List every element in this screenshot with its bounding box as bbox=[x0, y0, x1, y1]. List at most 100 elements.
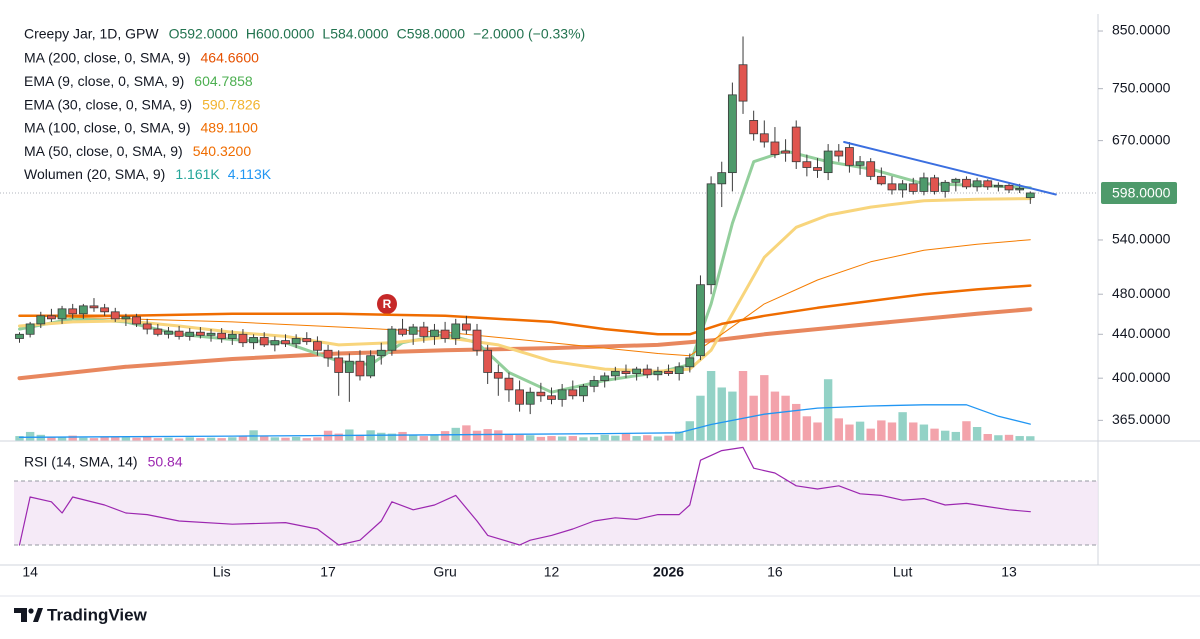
volume-bar bbox=[419, 436, 429, 441]
moving-average-line bbox=[18, 284, 1032, 336]
candle-body bbox=[717, 172, 727, 185]
legend-name: MA (50, close, 0, SMA, 9) bbox=[24, 143, 183, 159]
volume-bar bbox=[494, 430, 503, 441]
volume-bar bbox=[674, 431, 684, 441]
candle-body bbox=[845, 147, 854, 166]
candle-body bbox=[68, 308, 78, 315]
candle-body bbox=[78, 305, 88, 315]
candle-body bbox=[898, 183, 908, 191]
volume-bar bbox=[260, 436, 269, 441]
candle-body bbox=[674, 366, 684, 374]
volume-bar bbox=[760, 375, 769, 441]
candle-body bbox=[57, 308, 67, 320]
moving-average-line bbox=[18, 197, 1032, 373]
candle-body bbox=[47, 315, 56, 320]
volume-bar bbox=[887, 422, 897, 441]
volume-bar bbox=[589, 436, 599, 441]
candle-body bbox=[206, 332, 216, 336]
volume-bar bbox=[632, 436, 641, 441]
y-tick-label: 850.0000 bbox=[1112, 22, 1171, 38]
volume-bar bbox=[206, 437, 216, 441]
volume-bar bbox=[823, 379, 833, 441]
candle-body bbox=[759, 133, 769, 143]
candle-body bbox=[217, 332, 227, 339]
volume-bar bbox=[1026, 436, 1035, 441]
legend-name: Wolumen (20, SMA, 9) bbox=[24, 166, 165, 182]
candle-body bbox=[823, 150, 833, 174]
legend-value: C598.0000 bbox=[397, 26, 466, 42]
y-tick-label: 670.0000 bbox=[1112, 131, 1171, 147]
candle-body bbox=[185, 331, 195, 337]
candle-body bbox=[408, 326, 418, 335]
legend-name: MA (100, close, 0, SMA, 9) bbox=[24, 120, 191, 136]
candle-body bbox=[238, 333, 248, 344]
volume-bar bbox=[291, 436, 301, 441]
volume-bar bbox=[983, 434, 992, 441]
candle-body bbox=[398, 328, 407, 335]
volume-bar bbox=[217, 438, 226, 441]
candle-body bbox=[951, 178, 961, 183]
volume-bar bbox=[387, 433, 397, 441]
candle-body bbox=[600, 375, 610, 381]
volume-bar bbox=[664, 435, 673, 441]
candle-body bbox=[706, 183, 716, 286]
volume-bar bbox=[121, 437, 131, 441]
volume-bar bbox=[728, 391, 737, 441]
candle-body bbox=[962, 178, 971, 188]
volume-bar bbox=[472, 430, 482, 441]
volume-bar bbox=[36, 434, 45, 441]
candle-body bbox=[493, 372, 503, 379]
volume-bar bbox=[536, 436, 546, 441]
volume-bar bbox=[621, 433, 631, 441]
x-tick-label: 12 bbox=[544, 564, 560, 580]
moving-average-line bbox=[17, 307, 1033, 381]
volume-bar bbox=[132, 437, 141, 441]
logo-icon bbox=[33, 608, 43, 622]
volume-bar bbox=[408, 434, 418, 441]
y-tick-label: 480.0000 bbox=[1112, 285, 1171, 301]
volume-bar bbox=[196, 438, 205, 441]
volume-bar bbox=[515, 434, 524, 441]
candle-body bbox=[270, 340, 280, 346]
volume-bar bbox=[696, 395, 705, 441]
legend-value: 464.6600 bbox=[201, 50, 260, 66]
candle-body bbox=[195, 331, 205, 336]
candle-body bbox=[164, 330, 173, 335]
legend-value: 489.1100 bbox=[201, 120, 259, 136]
candle-body bbox=[1015, 187, 1025, 191]
volume-bar bbox=[313, 437, 322, 441]
volume-bar bbox=[547, 436, 556, 441]
volume-bar bbox=[185, 437, 194, 441]
volume-bar bbox=[611, 435, 620, 441]
candle-body bbox=[291, 338, 301, 345]
volume-bar bbox=[972, 427, 982, 441]
y-tick-label: 365.0000 bbox=[1112, 411, 1171, 427]
legend-value: 4.113K bbox=[228, 166, 272, 182]
candle-body bbox=[621, 370, 631, 374]
volume-bar bbox=[79, 437, 88, 441]
candle-body bbox=[834, 150, 844, 157]
candle-body bbox=[419, 326, 429, 337]
volume-bar bbox=[398, 431, 407, 441]
moving-average-line bbox=[19, 239, 1031, 357]
volume-bar bbox=[100, 437, 109, 441]
candle-body bbox=[259, 337, 269, 346]
volume-bar bbox=[898, 412, 907, 441]
y-tick-label: 440.0000 bbox=[1112, 325, 1171, 341]
last-price-label: 598.0000 bbox=[1112, 185, 1171, 201]
volume-bar bbox=[770, 391, 780, 441]
legend-name: EMA (9, close, 0, SMA, 9) bbox=[24, 73, 184, 89]
candle-body bbox=[696, 284, 705, 357]
volume-bar bbox=[951, 431, 961, 441]
volume-bar bbox=[111, 436, 120, 441]
candle-body bbox=[366, 355, 376, 377]
candle-body bbox=[227, 333, 237, 339]
volume-bar bbox=[164, 437, 173, 441]
candle-body bbox=[727, 94, 737, 174]
x-tick-label: 14 bbox=[22, 564, 38, 580]
brand-name: TradingView bbox=[47, 605, 148, 624]
y-tick-label: 400.0000 bbox=[1112, 369, 1171, 385]
candle-body bbox=[515, 389, 524, 405]
volume-bar bbox=[994, 435, 1003, 441]
